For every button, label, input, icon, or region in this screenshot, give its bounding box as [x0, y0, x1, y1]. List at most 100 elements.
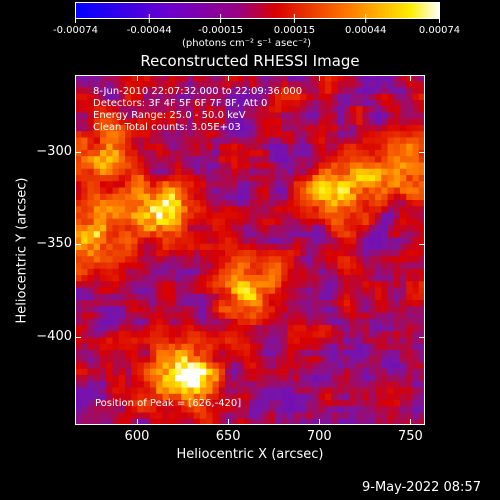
heatmap-cell [212, 375, 220, 382]
heatmap-cell [387, 181, 395, 188]
heatmap-cell [237, 300, 245, 307]
heatmap-cell [112, 187, 120, 195]
heatmap-cell [112, 243, 120, 251]
heatmap-cell [343, 362, 351, 370]
heatmap-cell [250, 143, 257, 151]
heatmap-cell [106, 156, 113, 163]
heatmap-cell [381, 387, 388, 395]
heatmap-cell [393, 106, 401, 113]
heatmap-cell [356, 87, 363, 95]
heatmap-cell [250, 418, 257, 425]
heatmap-cell [331, 381, 338, 388]
heatmap-cell [231, 418, 238, 425]
heatmap-cell [200, 400, 207, 407]
heatmap-cell [131, 287, 138, 295]
heatmap-cell [331, 150, 338, 157]
heatmap-cell [200, 268, 207, 276]
heatmap-cell [337, 175, 345, 182]
heatmap-cell [225, 168, 232, 176]
heatmap-cell [225, 362, 232, 370]
heatmap-cell [231, 200, 238, 207]
heatmap-cell [268, 112, 276, 120]
heatmap-cell [381, 231, 388, 238]
heatmap-cell [150, 150, 157, 157]
heatmap-cell [356, 75, 363, 82]
heatmap-cell [312, 368, 320, 376]
heatmap-cell [168, 293, 176, 301]
heatmap-cell [406, 306, 413, 313]
heatmap-cell [406, 212, 413, 220]
heatmap-cell [393, 275, 401, 282]
heatmap-cell [168, 181, 176, 188]
heatmap-cell [168, 243, 176, 251]
heatmap-cell [218, 375, 226, 382]
heatmap-cell [168, 81, 176, 88]
heatmap-cell [306, 337, 313, 345]
heatmap-cell [262, 281, 270, 288]
heatmap-cell [143, 331, 151, 338]
heatmap-cell [312, 287, 320, 295]
x-tick-label: 750 [397, 429, 423, 444]
heatmap-cell [400, 350, 407, 357]
heatmap-cell [250, 256, 257, 263]
heatmap-cell [131, 418, 138, 425]
heatmap-cell [200, 175, 207, 182]
heatmap-cell [150, 412, 157, 420]
heatmap-cell [243, 218, 251, 226]
heatmap-cell [168, 300, 176, 307]
heatmap-cell [268, 387, 276, 395]
heatmap-cell [243, 106, 251, 113]
heatmap-cell [256, 243, 263, 251]
heatmap-cell [287, 256, 295, 263]
heatmap-cell [312, 293, 320, 301]
heatmap-cell [137, 393, 145, 401]
heatmap-cell [400, 268, 407, 276]
heatmap-cell [150, 218, 157, 226]
heatmap-cell [200, 418, 207, 425]
heatmap-cell [193, 418, 201, 425]
heatmap-cell [318, 281, 326, 288]
heatmap-cell [137, 368, 145, 376]
heatmap-cell [81, 200, 88, 207]
heatmap-cell [131, 218, 138, 226]
heatmap-cell [200, 375, 207, 382]
heatmap-cell [325, 118, 332, 126]
heatmap-cell [393, 231, 401, 238]
heatmap-cell [275, 87, 282, 95]
heatmap-cell [150, 112, 157, 120]
heatmap-cell [256, 275, 263, 282]
heatmap-cell [306, 300, 313, 307]
heatmap-cell [243, 293, 251, 301]
heatmap-cell [300, 343, 307, 351]
heatmap-cell [225, 81, 232, 88]
heatmap-cell [131, 106, 138, 113]
heatmap-cell [393, 81, 401, 88]
heatmap-cell [256, 206, 263, 213]
heatmap-cell [162, 256, 170, 263]
y-tick-mark [419, 244, 425, 246]
heatmap-cell [275, 318, 282, 326]
heatmap-cell [106, 412, 113, 420]
heatmap-cell [118, 356, 126, 363]
heatmap-cell [200, 218, 207, 226]
heatmap-cell [81, 387, 88, 395]
heatmap-cell [331, 275, 338, 282]
heatmap-cell [175, 262, 182, 270]
heatmap-cell [112, 100, 120, 107]
heatmap-cell [412, 225, 420, 232]
heatmap-cell [262, 118, 270, 126]
heatmap-cell [418, 262, 425, 270]
heatmap-cell [281, 281, 288, 288]
heatmap-cell [362, 131, 370, 138]
heatmap-cell [418, 193, 425, 201]
heatmap-cell [200, 150, 207, 157]
heatmap-cell [200, 206, 207, 213]
heatmap-cell [350, 206, 357, 213]
heatmap-cell [156, 143, 163, 151]
heatmap-cell [362, 337, 370, 345]
heatmap-cell [181, 418, 188, 425]
heatmap-cell [362, 400, 370, 407]
heatmap-cell [331, 243, 338, 251]
heatmap-cell [275, 393, 282, 401]
heatmap-cell [162, 112, 170, 120]
